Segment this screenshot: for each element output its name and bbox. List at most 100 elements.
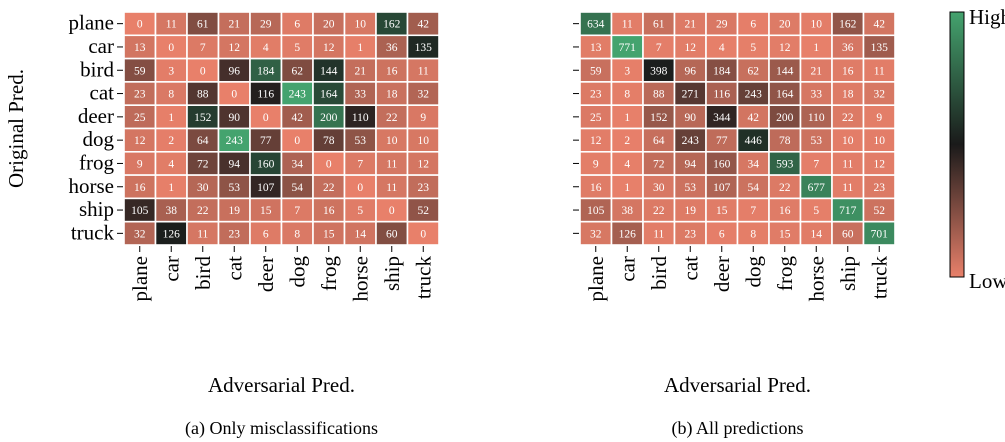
cell-value-label: 52 (418, 205, 430, 217)
x-tick-label: deer (254, 256, 278, 292)
cell-value-label: 23 (418, 182, 430, 194)
cell-value-label: 398 (650, 65, 668, 77)
cell-value-label: 4 (263, 42, 269, 54)
cell-value-label: 77 (260, 135, 272, 147)
cell-value-label: 42 (748, 112, 760, 124)
cell-value-label: 32 (874, 89, 886, 101)
cell-value-label: 771 (619, 42, 637, 54)
cell-value-label: 90 (685, 112, 697, 124)
cell-value-label: 23 (590, 89, 602, 101)
cell-value-label: 54 (292, 182, 304, 194)
cell-value-label: 7 (750, 205, 756, 217)
cell-value-label: 5 (294, 42, 300, 54)
cell-value-label: 78 (323, 135, 335, 147)
cell-value-label: 53 (685, 182, 697, 194)
cell-value-label: 11 (418, 65, 429, 77)
cell-value-label: 184 (257, 65, 275, 77)
y-tick-label: frog (79, 150, 114, 174)
cell-value-label: 12 (685, 42, 697, 54)
cell-value-label: 62 (292, 65, 304, 77)
cell-value-label: 1 (168, 182, 174, 194)
x-tick-label: cat (678, 256, 702, 281)
colorbar-low-label: Low (969, 269, 1005, 293)
cell-value-label: 38 (622, 205, 634, 217)
cell-value-label: 13 (134, 42, 146, 54)
cell-value-label: 42 (874, 19, 886, 31)
y-tick-label: car (88, 34, 114, 58)
cell-value-label: 200 (776, 112, 794, 124)
cell-value-label: 53 (229, 182, 241, 194)
cell-value-label: 34 (748, 158, 760, 170)
cell-value-label: 200 (320, 112, 338, 124)
cell-value-label: 144 (320, 65, 338, 77)
cell-value-label: 52 (874, 205, 886, 217)
cell-value-label: 0 (137, 19, 143, 31)
cell-value-label: 1 (168, 112, 174, 124)
x-tick-label: horse (348, 256, 372, 302)
cell-value-label: 33 (811, 89, 823, 101)
cell-value-label: 243 (289, 89, 307, 101)
cell-value-label: 21 (811, 65, 823, 77)
y-axis-title: Original Pred. (4, 69, 28, 188)
cell-value-label: 1 (813, 42, 819, 54)
cell-value-label: 0 (168, 42, 174, 54)
cell-value-label: 94 (685, 158, 697, 170)
cell-value-label: 12 (229, 42, 241, 54)
cell-value-label: 0 (294, 135, 300, 147)
cell-value-label: 3 (168, 65, 174, 77)
cell-value-label: 11 (386, 158, 397, 170)
y-tick-label: truck (71, 220, 115, 244)
cell-value-label: 9 (137, 158, 143, 170)
cell-value-label: 22 (197, 205, 209, 217)
cell-value-label: 32 (134, 228, 146, 240)
cell-value-label: 717 (839, 205, 857, 217)
cell-value-label: 10 (418, 135, 430, 147)
cell-value-label: 164 (320, 89, 338, 101)
x-tick-label: plane (584, 256, 608, 301)
cell-value-label: 6 (294, 19, 300, 31)
cell-value-label: 22 (386, 112, 398, 124)
cell-value-label: 107 (713, 182, 731, 194)
x-tick-label: cat (222, 256, 246, 281)
cell-value-label: 53 (355, 135, 367, 147)
cell-value-label: 19 (229, 205, 241, 217)
cell-value-label: 11 (622, 19, 633, 31)
cell-value-label: 15 (779, 228, 791, 240)
cell-value-label: 593 (776, 158, 794, 170)
cell-value-label: 11 (166, 19, 177, 31)
cell-value-label: 344 (713, 112, 731, 124)
heatmap-cell (862, 220, 896, 246)
cell-value-label: 11 (874, 65, 885, 77)
cell-value-label: 15 (716, 205, 728, 217)
cell-value-label: 12 (874, 158, 886, 170)
cell-value-label: 1 (357, 42, 363, 54)
cell-value-label: 164 (776, 89, 794, 101)
cell-value-label: 23 (134, 89, 146, 101)
cell-value-label: 0 (389, 205, 395, 217)
cell-value-label: 135 (871, 42, 889, 54)
cell-value-label: 7 (813, 158, 819, 170)
x-tick-label: bird (647, 256, 671, 290)
cell-value-label: 12 (134, 135, 146, 147)
cell-value-label: 11 (197, 228, 208, 240)
y-tick-label: bird (80, 57, 114, 81)
cell-value-label: 6 (263, 228, 269, 240)
cell-value-label: 7 (294, 205, 300, 217)
cell-value-label: 7 (200, 42, 206, 54)
cell-value-label: 0 (263, 112, 269, 124)
cell-value-label: 61 (653, 19, 665, 31)
cell-value-label: 110 (352, 112, 369, 124)
cell-value-label: 96 (685, 65, 697, 77)
cell-value-label: 64 (197, 135, 209, 147)
cell-value-label: 60 (386, 228, 398, 240)
cell-value-label: 20 (323, 19, 335, 31)
cell-value-label: 126 (619, 228, 637, 240)
cell-value-label: 25 (590, 112, 602, 124)
cell-value-label: 16 (386, 65, 398, 77)
cell-value-label: 16 (323, 205, 335, 217)
cell-value-label: 160 (257, 158, 275, 170)
x-tick-label: dog (741, 256, 765, 288)
cell-value-label: 6 (719, 228, 725, 240)
